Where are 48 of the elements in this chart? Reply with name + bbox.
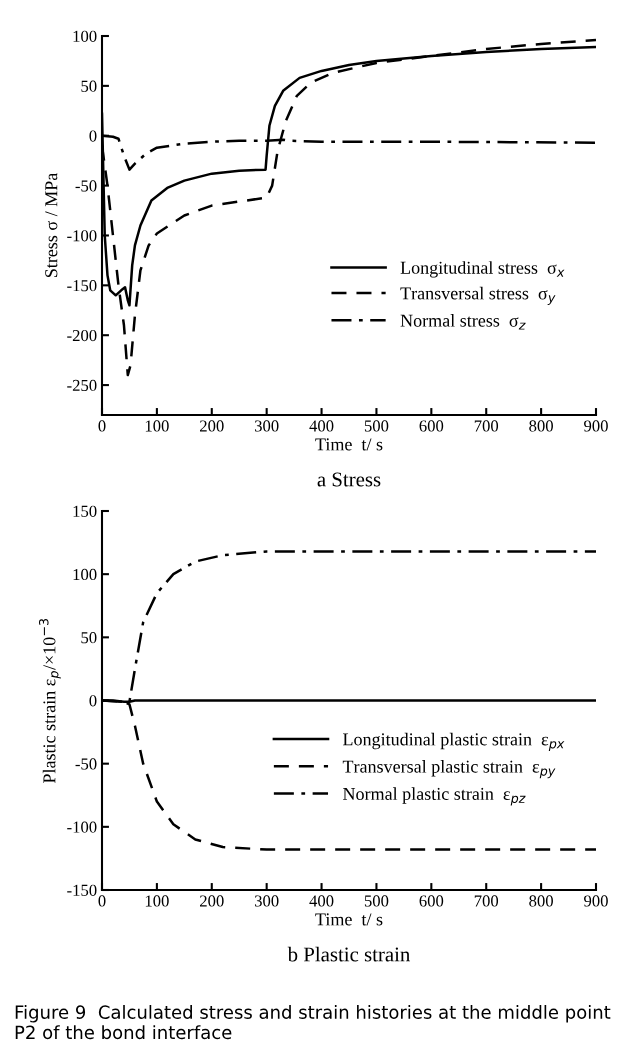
text: a Stress [317, 472, 381, 487]
x-tick-label: 500 [364, 895, 389, 907]
x-tick-label: 700 [474, 420, 499, 432]
x-tick-label: 300 [254, 420, 279, 432]
legend-label: Longitudinal stress σ$_{x}$ [400, 261, 565, 278]
y-tick-label: -100 [67, 230, 97, 242]
x-tick-label: 400 [309, 420, 334, 432]
text: b Plastic strain [287, 946, 411, 962]
caption: Figure 9 Calculated stress and strain histories at the middle point P2 of the bond interface [15, 1005, 611, 1040]
y-tick-label: 100 [73, 568, 97, 581]
x-tick-label: 100 [145, 895, 169, 907]
y-tick-label: -150 [67, 884, 97, 896]
x-tick-label: 800 [529, 895, 553, 907]
y-tick-label: -100 [67, 821, 97, 833]
y-tick-label: -200 [67, 329, 97, 342]
y-axis-title: Stress σ / MPa [45, 172, 58, 278]
y-axis-title: Plastic strain ε$_{p}$/×10$^{−3}$ [39, 618, 61, 784]
y-tick-label: 0 [89, 695, 97, 707]
x-tick-label: 0 [98, 895, 106, 907]
x-tick-label: 500 [364, 420, 389, 432]
y-tick-label: -150 [67, 280, 97, 292]
y-tick-label: 100 [73, 30, 97, 42]
y-tick-label: 150 [73, 505, 97, 517]
y-tick-label: 0 [89, 130, 97, 142]
legend-label: Normal plastic strain ε$_{pz}$ [343, 787, 526, 806]
x-tick-label: 300 [254, 895, 279, 907]
x-tick-label: 800 [529, 420, 553, 432]
x-tick-label: 400 [309, 895, 334, 907]
y-tick-label: -50 [75, 758, 97, 770]
x-tick-label: 200 [200, 420, 224, 432]
x-tick-label: 600 [419, 895, 444, 907]
y-tick-label: 50 [81, 80, 97, 92]
x-tick-label: 200 [200, 895, 224, 907]
x-tick-label: 900 [584, 420, 608, 432]
x-tick-label: 0 [98, 420, 106, 432]
legend-label: Transversal stress σ$_{y}$ [400, 286, 556, 305]
y-tick-label: 50 [81, 632, 97, 644]
legend-label: Transversal plastic strain ε$_{py}$ [342, 760, 556, 779]
y-tick-label: -250 [67, 379, 97, 392]
x-tick-label: 100 [145, 420, 169, 432]
legend-label: Normal stress σ$_{z}$ [400, 314, 526, 330]
x-axis-title: Time t/ s [315, 913, 383, 926]
x-tick-label: 600 [419, 420, 444, 432]
x-tick-label: 900 [584, 895, 608, 907]
legend-label: Longitudinal plastic strain ε$_{px}$ [343, 732, 565, 751]
y-tick-label: -50 [75, 180, 97, 192]
x-axis-title: Time t/ s [315, 438, 383, 451]
x-tick-label: 700 [474, 895, 499, 907]
